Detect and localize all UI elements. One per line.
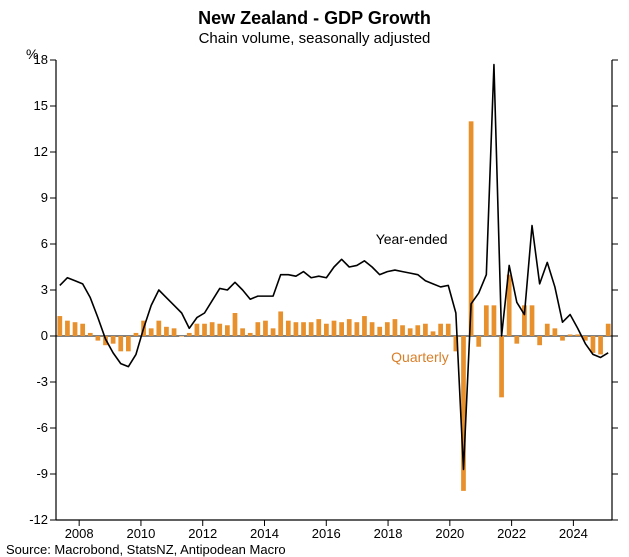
y-tick-label: -6	[8, 420, 48, 435]
x-tick-label: 2014	[250, 526, 279, 541]
x-tick-label: 2024	[559, 526, 588, 541]
x-tick-label: 2016	[312, 526, 341, 541]
x-tick-label: 2020	[435, 526, 464, 541]
x-tick-label: 2012	[188, 526, 217, 541]
y-tick-label: 9	[8, 190, 48, 205]
y-tick-label: 3	[8, 282, 48, 297]
y-tick-label: 18	[8, 52, 48, 67]
y-tick-label: 6	[8, 236, 48, 251]
y-tick-label: -9	[8, 466, 48, 481]
x-tick-label: 2008	[65, 526, 94, 541]
x-tick-label: 2018	[374, 526, 403, 541]
annotation-year-ended: Year-ended	[376, 231, 448, 247]
y-tick-label: 0	[8, 328, 48, 343]
annotation-quarterly: Quarterly	[391, 349, 449, 365]
y-tick-label: -3	[8, 374, 48, 389]
x-tick-label: 2010	[126, 526, 155, 541]
y-tick-label: -12	[8, 512, 48, 527]
y-tick-label: 12	[8, 144, 48, 159]
chart-plot	[0, 0, 629, 552]
y-tick-label: 15	[8, 98, 48, 113]
x-tick-label: 2022	[497, 526, 526, 541]
